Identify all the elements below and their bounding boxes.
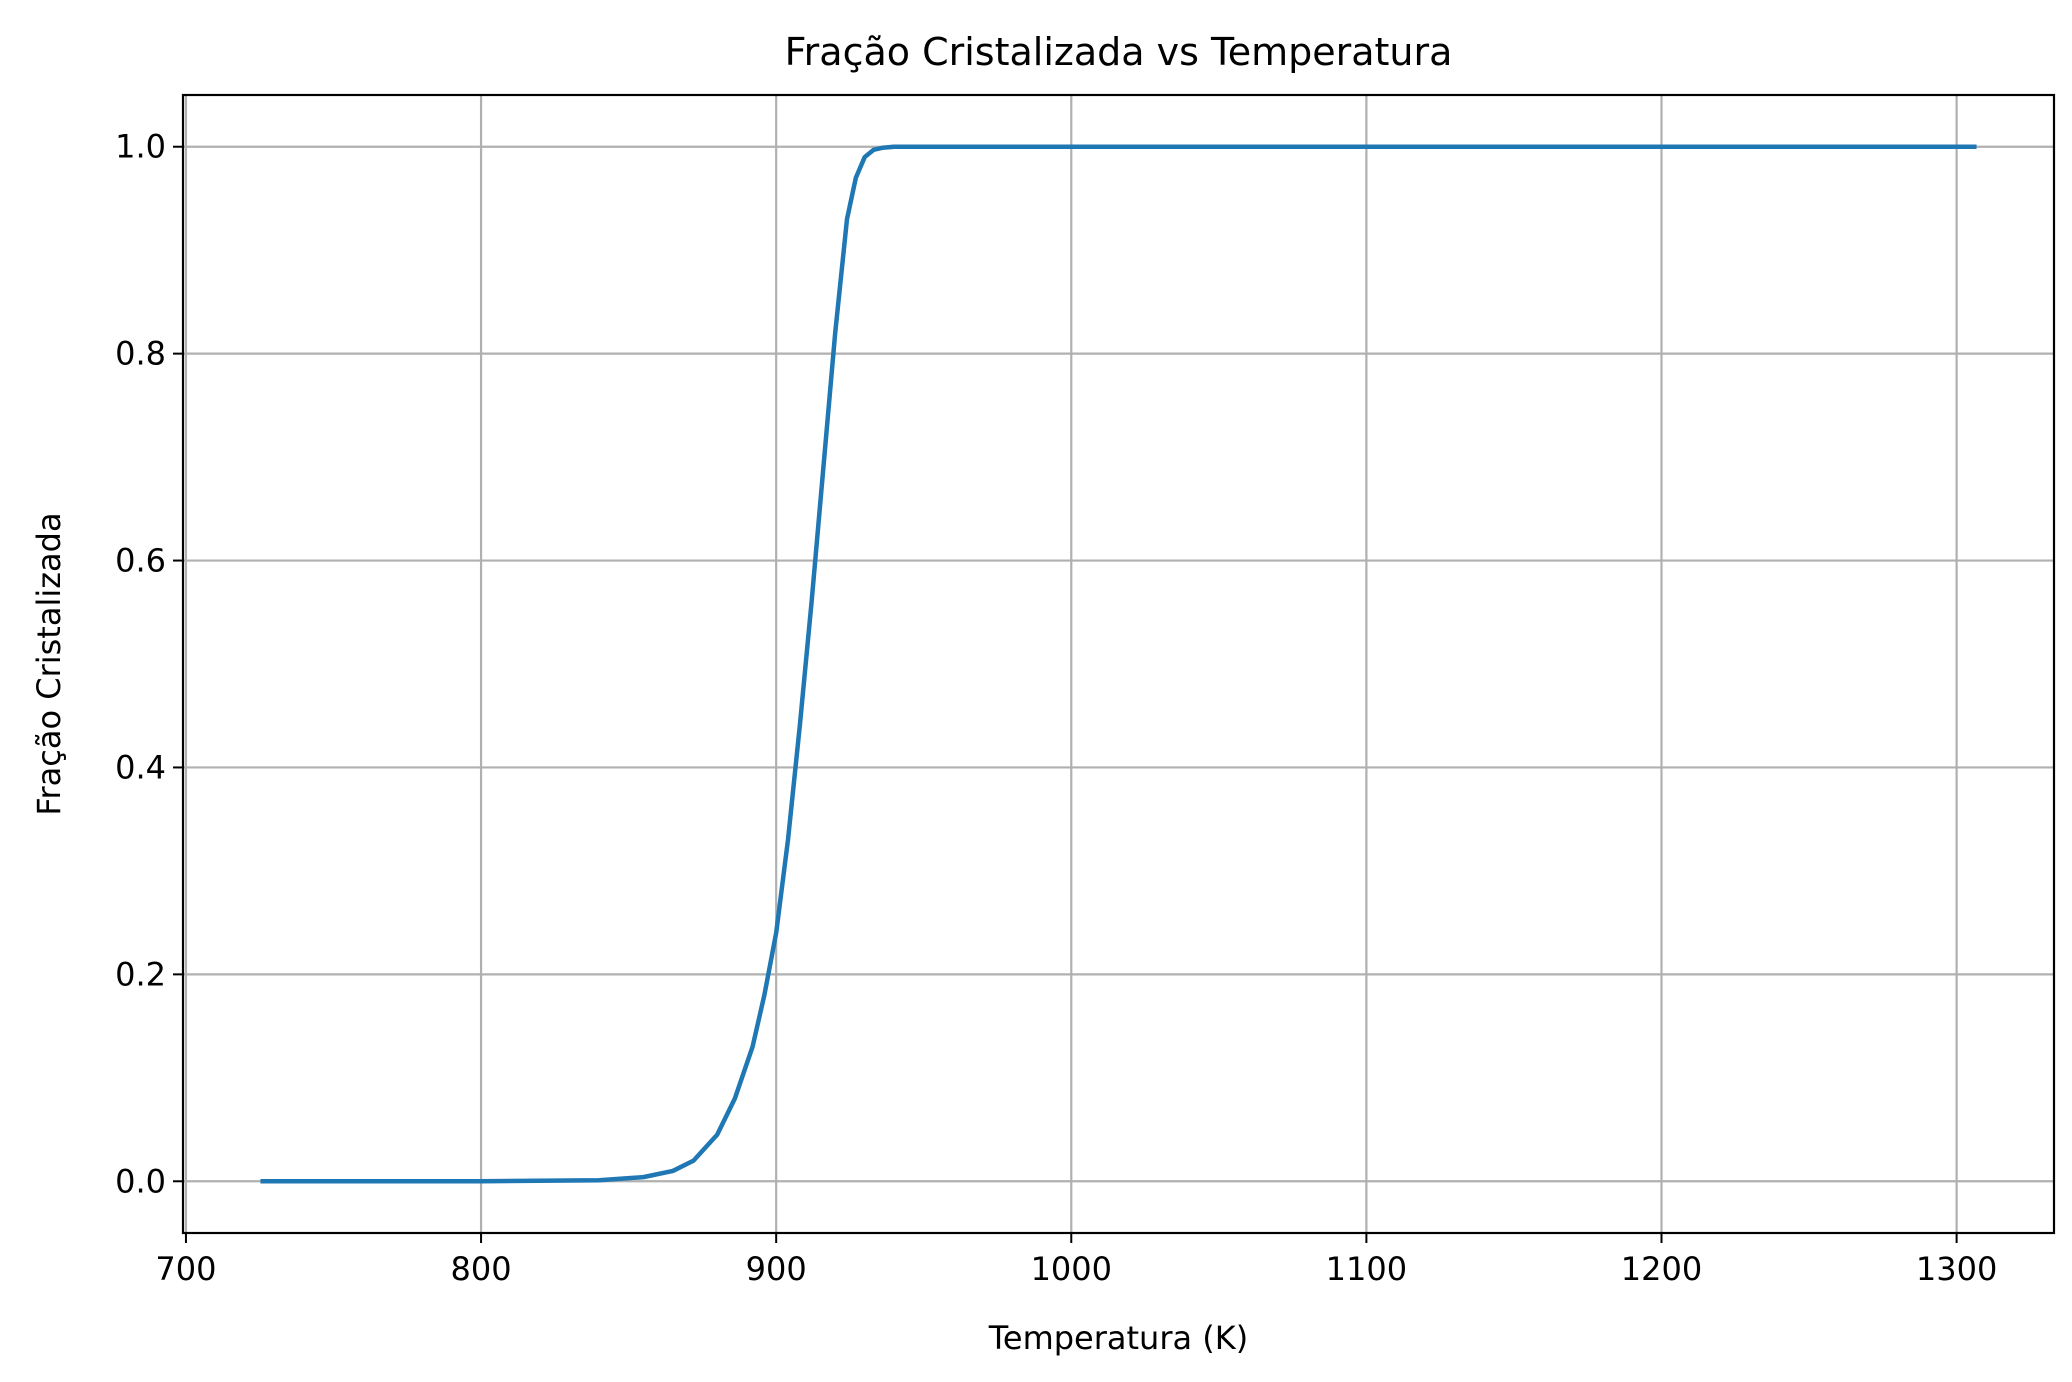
y-axis-title: Fração Cristalizada [30, 512, 68, 815]
series-line [260, 144, 1977, 1184]
plot-frame [181, 93, 2056, 1235]
x-axis-title: Temperatura (K) [988, 1319, 1248, 1357]
x-tick-label: 800 [451, 1250, 512, 1288]
y-tick-label: 1.0 [115, 128, 166, 166]
y-tick-label: 0.6 [115, 542, 166, 580]
y-tick-label: 0.8 [115, 335, 166, 373]
x-tick-label: 1100 [1326, 1250, 1407, 1288]
chart-title: Fração Cristalizada vs Temperatura [785, 30, 1453, 74]
y-tick-label: 0.0 [115, 1162, 166, 1200]
x-tick-label: 1200 [1621, 1250, 1702, 1288]
tick-layer: 700 800 900 1000 1100 1200 1300 0.0 0.2 0.4 0.6 0.8… [115, 128, 1997, 1288]
x-tick-label: 1300 [1916, 1250, 1997, 1288]
series-layer [260, 144, 1977, 1184]
y-tick-label: 0.4 [115, 748, 166, 786]
x-tick-label: 1000 [1031, 1250, 1112, 1288]
x-tick-label: 900 [746, 1250, 807, 1288]
x-tick-label: 700 [155, 1250, 216, 1288]
y-tick-label: 0.2 [115, 955, 166, 993]
